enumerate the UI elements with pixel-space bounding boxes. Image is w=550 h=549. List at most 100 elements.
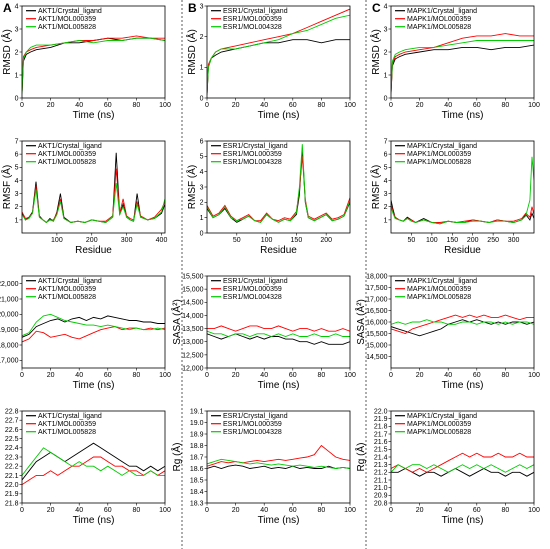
y-tick-label: 17,500	[366, 285, 388, 292]
x-tick-label: 80	[502, 507, 510, 514]
x-tick-label: 20	[416, 102, 424, 109]
legend-label: MAPK1/MOL005828	[407, 159, 471, 166]
x-tick-label: 0	[205, 102, 209, 109]
series-group	[22, 35, 165, 94]
y-tick-label: 18,000	[0, 342, 19, 349]
y-axis-title: RMSD (Å)	[185, 29, 198, 75]
series-line-3	[207, 458, 350, 469]
legend-label: AKT1/Crystal_ligand	[38, 143, 102, 150]
series-line-1	[391, 44, 534, 94]
x-tick-label: 100	[528, 372, 540, 379]
y-tick-label: 1	[384, 217, 388, 224]
legend-label: AKT1/MOL000359	[38, 421, 96, 428]
x-tick-label: 200	[86, 237, 98, 244]
y-tick-label: 15,000	[182, 287, 204, 294]
y-tick-label: 19.0	[190, 420, 204, 427]
y-tick-label: 21.6	[374, 439, 388, 446]
y-tick-label: 22.7	[5, 418, 19, 425]
legend-label: AKT1/MOL005828	[38, 294, 96, 301]
y-tick-label: 6	[15, 152, 19, 159]
y-tick-label: 4	[384, 178, 388, 185]
plot-frame	[21, 140, 166, 234]
x-tick-label: 50	[233, 237, 241, 244]
x-tick-label: 150	[446, 237, 458, 244]
x-axis-title: Time (ns)	[442, 380, 484, 391]
y-tick-label: 15,000	[366, 342, 388, 349]
series-line-1	[391, 467, 534, 477]
y-tick-label: 5	[15, 165, 19, 172]
x-tick-label: 20	[232, 372, 240, 379]
y-axis-title: RMSF (Å)	[185, 165, 198, 209]
legend-label: ESR1/MOL000359	[223, 151, 282, 158]
y-tick-label: 21.0	[374, 485, 388, 492]
y-tick-label: 13,000	[182, 339, 204, 346]
x-tick-label: 80	[502, 372, 510, 379]
x-tick-label: 20	[416, 507, 424, 514]
y-tick-label: 15,500	[182, 273, 204, 280]
x-tick-label: 60	[473, 102, 481, 109]
y-tick-label: 0	[384, 95, 388, 102]
y-tick-label: 22.2	[5, 464, 19, 471]
y-tick-label: 16,000	[366, 319, 388, 326]
legend-label: MAPK1/Crystal_ligand	[407, 143, 477, 150]
y-tick-label: 21,000	[0, 296, 19, 303]
x-axis-title: Residue	[75, 245, 112, 256]
x-tick-label: 100	[159, 507, 171, 514]
series-line-2	[207, 444, 350, 467]
legend-label: AKT1/MOL000359	[38, 286, 96, 293]
legend-label: MAPK1/Crystal_ligand	[407, 413, 477, 420]
y-tick-label: 21.3	[374, 462, 388, 469]
y-tick-label: 20,000	[0, 312, 19, 319]
x-tick-label: 100	[51, 237, 63, 244]
panel-letter-b: B	[188, 1, 197, 15]
x-tick-label: 40	[75, 102, 83, 109]
legend-label: ESR1/MOL000359	[223, 286, 282, 293]
y-tick-label: 4	[15, 178, 19, 185]
series-group	[207, 325, 350, 345]
x-tick-label: 0	[205, 372, 209, 379]
series-line-2	[207, 325, 350, 332]
x-tick-label: 80	[318, 102, 326, 109]
legend-label: AKT1/Crystal_ligand	[38, 278, 102, 285]
x-tick-label: 200	[467, 237, 479, 244]
x-tick-label: 40	[75, 372, 83, 379]
series-line-2	[22, 456, 165, 485]
x-tick-label: 80	[318, 507, 326, 514]
legend-label: MAPK1/MOL000359	[407, 151, 471, 158]
y-tick-label: 2	[384, 49, 388, 56]
y-tick-label: 18.8	[190, 443, 204, 450]
x-tick-label: 0	[389, 372, 393, 379]
y-tick-label: 3	[384, 26, 388, 33]
y-tick-label: 19,000	[0, 327, 19, 334]
legend-label: ESR1/Crystal_ligand	[223, 278, 288, 285]
y-tick-label: 0	[200, 95, 204, 102]
panel-letter-a: A	[3, 1, 12, 15]
x-tick-label: 0	[389, 507, 393, 514]
legend-label: ESR1/MOL004328	[223, 294, 282, 301]
x-tick-label: 40	[260, 372, 268, 379]
y-tick-label: 1	[384, 72, 388, 79]
x-tick-label: 60	[104, 102, 112, 109]
y-tick-label: 22.6	[5, 427, 19, 434]
legend-label: MAPK1/MOL000359	[407, 16, 471, 23]
chart-2: 0 20 40 60 80 100 0 1 2 3 4 Time (ns) RMSD (Å) MAPK1/…	[369, 3, 540, 121]
series-line-3	[207, 330, 350, 337]
x-tick-label: 20	[47, 372, 55, 379]
legend-label: MAPK1/MOL005828	[407, 294, 471, 301]
x-axis-title: Time (ns)	[258, 380, 300, 391]
legend-label: ESR1/MOL004328	[223, 159, 282, 166]
y-tick-label: 21.7	[374, 431, 388, 438]
plot-frame	[390, 140, 535, 234]
chart-4: 50 100 150 200 0 1 2 3 4 5 6 Residue RMSF (Å) ESR1/Cr…	[185, 138, 351, 256]
x-axis-title: Residue	[444, 245, 481, 256]
legend-label: MAPK1/MOL000359	[407, 286, 471, 293]
plot-frame	[21, 275, 166, 369]
x-tick-label: 20	[47, 507, 55, 514]
x-tick-label: 100	[159, 102, 171, 109]
y-tick-label: 21.4	[374, 454, 388, 461]
y-axis-title: Rg (Å)	[170, 443, 183, 472]
series-line-3	[207, 144, 350, 223]
x-tick-label: 400	[156, 237, 168, 244]
y-tick-label: 14,000	[182, 313, 204, 320]
